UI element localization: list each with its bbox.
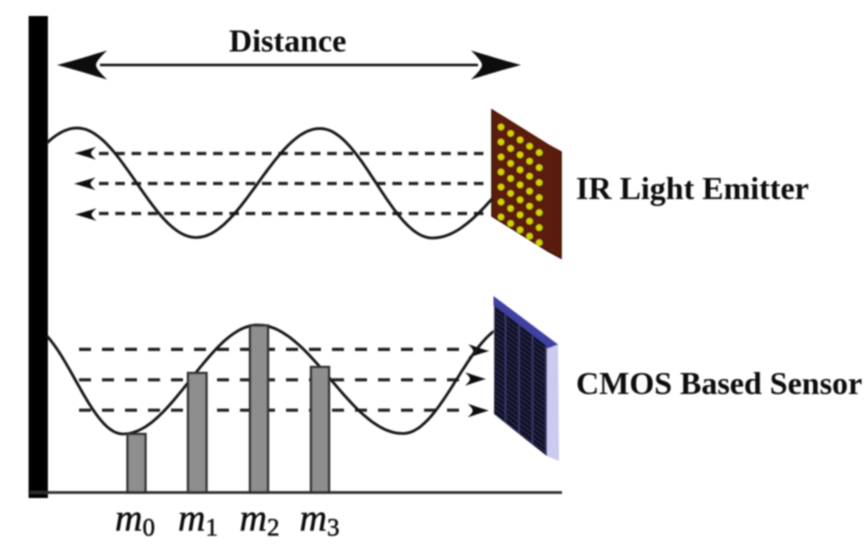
svg-text:m1: m1	[178, 498, 218, 542]
svg-text:CMOS Based Sensor: CMOS Based Sensor	[576, 365, 862, 401]
svg-text:IR Light Emitter: IR Light Emitter	[576, 170, 809, 206]
svg-text:Distance: Distance	[229, 23, 346, 59]
